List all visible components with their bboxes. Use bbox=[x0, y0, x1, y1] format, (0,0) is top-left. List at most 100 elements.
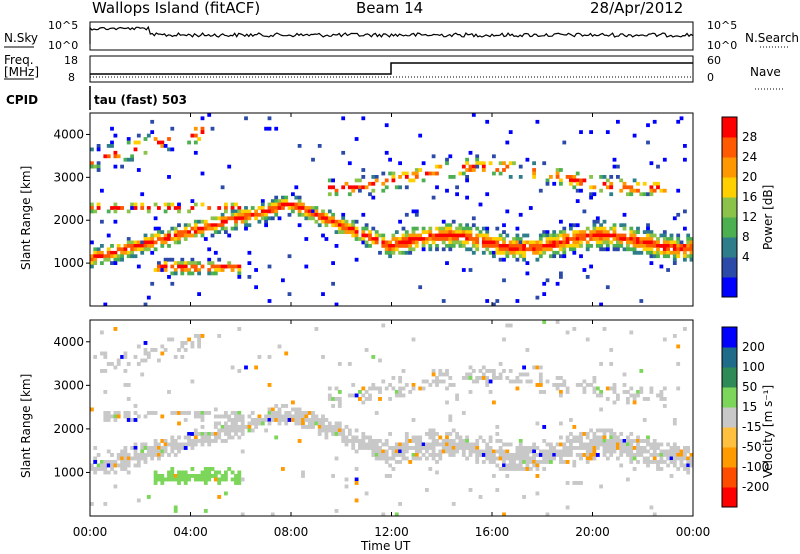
heatmap-cell bbox=[652, 442, 657, 447]
heatmap-cell bbox=[616, 456, 620, 461]
heatmap-cell bbox=[167, 206, 171, 210]
heatmap-cell bbox=[572, 327, 577, 331]
heatmap-cell bbox=[552, 181, 557, 186]
heatmap-cell bbox=[217, 216, 222, 221]
heatmap-cell bbox=[478, 202, 483, 207]
heatmap-cell bbox=[157, 261, 161, 265]
heatmap-cell bbox=[532, 446, 536, 450]
heatmap-cell bbox=[103, 351, 108, 356]
heatmap-cell bbox=[264, 414, 268, 419]
heatmap-cell bbox=[649, 254, 654, 259]
heatmap-cell bbox=[542, 292, 547, 296]
heatmap-cell bbox=[143, 302, 148, 307]
heatmap-cell bbox=[589, 442, 593, 447]
heatmap-cell bbox=[431, 456, 436, 461]
heatmap-cell bbox=[120, 460, 124, 464]
heatmap-cell bbox=[478, 495, 483, 499]
heatmap-cell bbox=[475, 154, 480, 159]
heatmap-cell bbox=[649, 390, 654, 394]
heatmap-cell bbox=[180, 261, 185, 265]
heatmap-cell bbox=[505, 376, 510, 380]
heatmap-cell bbox=[616, 240, 620, 245]
heatmap-cell bbox=[431, 154, 436, 159]
heatmap-cell bbox=[106, 414, 111, 419]
heatmap-cell bbox=[448, 154, 453, 159]
heatmap-cell bbox=[234, 411, 238, 415]
heatmap-cell bbox=[545, 230, 550, 234]
heatmap-cell bbox=[146, 355, 151, 359]
heatmap-cell bbox=[190, 199, 195, 203]
heatmap-cell bbox=[143, 348, 148, 352]
heatmap-cell bbox=[465, 439, 469, 443]
heatmap-cell bbox=[465, 230, 469, 234]
heatmap-cell bbox=[146, 206, 151, 210]
heatmap-cell bbox=[488, 250, 493, 255]
heatmap-cell bbox=[130, 154, 134, 159]
heatmap-cell bbox=[213, 264, 218, 269]
nave-top-label: 60 bbox=[707, 54, 721, 67]
heatmap-cell bbox=[585, 446, 590, 450]
heatmap-cell bbox=[495, 299, 500, 303]
heatmap-cell bbox=[656, 247, 660, 252]
heatmap-cell bbox=[646, 442, 650, 447]
heatmap-cell bbox=[361, 435, 366, 440]
heatmap-cell bbox=[187, 261, 191, 265]
heatmap-cell bbox=[150, 348, 155, 352]
heatmap-cell bbox=[126, 411, 131, 415]
heatmap-cell bbox=[639, 369, 644, 373]
heatmap-cell bbox=[394, 449, 399, 454]
heatmap-cell bbox=[177, 230, 181, 234]
y-tick-label: 2000 bbox=[53, 213, 84, 227]
heatmap-cell bbox=[281, 467, 285, 471]
heatmap-cell bbox=[508, 467, 513, 471]
heatmap-cell bbox=[431, 439, 436, 443]
heatmap-cell bbox=[96, 144, 101, 148]
heatmap-cell bbox=[398, 219, 402, 224]
heatmap-cell bbox=[632, 400, 637, 405]
heatmap-cell bbox=[267, 383, 272, 387]
heatmap-cell bbox=[626, 477, 630, 482]
heatmap-cell bbox=[441, 240, 446, 245]
heatmap-cell bbox=[113, 460, 118, 464]
heatmap-cell bbox=[347, 362, 352, 366]
heatmap-cell bbox=[562, 247, 567, 252]
heatmap-cell bbox=[378, 439, 382, 443]
heatmap-cell bbox=[659, 244, 664, 248]
heatmap-cell bbox=[448, 244, 453, 248]
heatmap-cell bbox=[538, 460, 543, 464]
heatmap-cell bbox=[632, 439, 637, 443]
heatmap-cell bbox=[616, 175, 620, 179]
heatmap-cell bbox=[153, 470, 158, 475]
heatmap-cell bbox=[532, 244, 536, 248]
heatmap-cell bbox=[428, 226, 433, 231]
heatmap-cell bbox=[602, 237, 607, 241]
heatmap-cell bbox=[277, 407, 282, 412]
heatmap-cell bbox=[498, 362, 503, 366]
heatmap-cell bbox=[153, 348, 158, 352]
heatmap-cell bbox=[143, 137, 148, 141]
heatmap-cell bbox=[441, 446, 446, 450]
heatmap-cell bbox=[267, 411, 272, 415]
heatmap-cell bbox=[528, 446, 533, 450]
heatmap-cell bbox=[431, 449, 436, 454]
heatmap-cell bbox=[495, 449, 500, 454]
heatmap-cell bbox=[595, 230, 600, 234]
heatmap-cell bbox=[143, 341, 148, 345]
colorbar-segment bbox=[722, 347, 737, 368]
heatmap-cell bbox=[358, 185, 362, 190]
heatmap-cell bbox=[96, 206, 101, 210]
heatmap-cell bbox=[662, 244, 667, 248]
heatmap-cell bbox=[582, 237, 587, 241]
heatmap-cell bbox=[649, 505, 654, 510]
heatmap-cell bbox=[542, 425, 547, 429]
heatmap-cell bbox=[575, 223, 580, 228]
heatmap-cell bbox=[458, 233, 463, 238]
heatmap-cell bbox=[384, 123, 389, 128]
heatmap-cell bbox=[481, 168, 486, 172]
heatmap-cell bbox=[116, 456, 121, 461]
heatmap-cell bbox=[96, 463, 101, 468]
heatmap-cell bbox=[103, 254, 108, 259]
heatmap-cell bbox=[508, 323, 513, 328]
heatmap-cell bbox=[334, 192, 339, 197]
heatmap-cell bbox=[378, 456, 382, 461]
